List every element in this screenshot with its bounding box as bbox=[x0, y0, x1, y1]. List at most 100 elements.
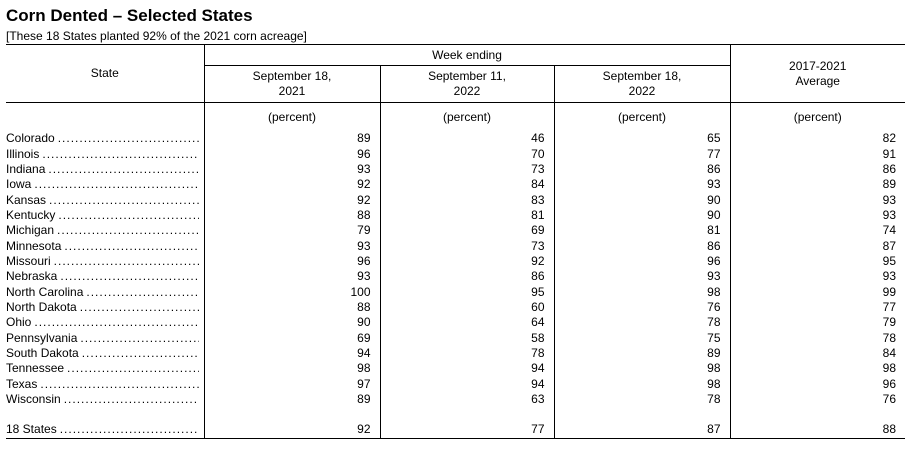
table-row: North Dakota............................… bbox=[6, 299, 905, 316]
unit-cell-blank bbox=[6, 103, 204, 132]
state-cell: South Dakota............................… bbox=[6, 345, 204, 361]
table-row: Pennsylvania............................… bbox=[6, 330, 905, 346]
state-cell: Illinois................................… bbox=[6, 146, 204, 162]
dot-leader: ........................................… bbox=[86, 284, 199, 299]
spacer-cell bbox=[729, 407, 905, 422]
dot-leader: ........................................… bbox=[42, 146, 199, 161]
value-cell: 70 bbox=[379, 146, 554, 162]
state-name: Indiana bbox=[6, 161, 49, 177]
state-cell: Missouri................................… bbox=[6, 253, 204, 269]
value-cell: 73 bbox=[379, 161, 554, 178]
table-row: Kentucky................................… bbox=[6, 207, 905, 224]
value-cell: 82 bbox=[729, 131, 905, 147]
value-cell: 88 bbox=[203, 207, 380, 224]
table-body: (percent) (percent) (percent) (percent) … bbox=[6, 102, 905, 440]
value-cell: 93 bbox=[203, 238, 380, 254]
state-leader: Colorado................................… bbox=[6, 131, 199, 147]
value-cell: 86 bbox=[729, 161, 905, 178]
state-leader: North Carolina..........................… bbox=[6, 284, 199, 300]
week-ending-header: Week ending bbox=[203, 44, 730, 66]
spacer-cell bbox=[379, 407, 554, 422]
value-cell: 90 bbox=[203, 315, 380, 331]
dot-leader: ........................................… bbox=[57, 223, 199, 238]
value-cell: 92 bbox=[379, 253, 554, 270]
value-cell: 64 bbox=[379, 315, 554, 331]
state-name: Colorado bbox=[6, 131, 58, 147]
state-name: North Dakota bbox=[6, 299, 80, 315]
table-row: Nebraska................................… bbox=[6, 269, 905, 285]
value-cell: 74 bbox=[729, 223, 905, 239]
state-name: Missouri bbox=[6, 253, 54, 269]
state-name: Illinois bbox=[6, 146, 43, 162]
dot-leader: ........................................… bbox=[63, 392, 199, 407]
state-leader: Illinois................................… bbox=[6, 146, 199, 162]
value-cell: 81 bbox=[553, 223, 730, 239]
value-cell: 93 bbox=[553, 269, 730, 285]
state-cell: Colorado................................… bbox=[6, 131, 204, 147]
table-row: Minnesota...............................… bbox=[6, 238, 905, 254]
corn-dented-table: State Week ending 2017-2021 Average Sept… bbox=[6, 44, 905, 440]
state-leader: Minnesota...............................… bbox=[6, 238, 199, 254]
dot-leader: ........................................… bbox=[79, 299, 199, 314]
spacer-cell bbox=[6, 407, 204, 421]
state-leader: Pennsylvania............................… bbox=[6, 330, 199, 346]
value-cell: 92 bbox=[203, 177, 380, 193]
value-cell: 87 bbox=[553, 421, 730, 440]
spacer-cell bbox=[553, 407, 730, 422]
state-name: Nebraska bbox=[6, 269, 61, 285]
value-cell: 96 bbox=[203, 253, 380, 270]
unit-cell: (percent) bbox=[553, 102, 730, 131]
value-cell: 99 bbox=[729, 284, 905, 300]
value-cell: 89 bbox=[553, 345, 730, 362]
state-cell: Michigan................................… bbox=[6, 223, 204, 239]
value-cell: 86 bbox=[553, 238, 730, 254]
value-cell: 93 bbox=[729, 269, 905, 285]
value-cell: 98 bbox=[203, 361, 380, 377]
dot-leader: ........................................… bbox=[57, 131, 199, 146]
value-cell: 78 bbox=[553, 315, 730, 331]
state-column-header: State bbox=[6, 44, 204, 103]
state-name: Tennessee bbox=[6, 361, 68, 377]
state-leader: Iowa....................................… bbox=[6, 177, 199, 193]
table-row: Wisconsin...............................… bbox=[6, 391, 905, 408]
value-cell: 94 bbox=[203, 345, 380, 362]
state-name: North Carolina bbox=[6, 284, 87, 300]
value-cell: 77 bbox=[553, 146, 730, 162]
value-cell: 89 bbox=[729, 177, 905, 193]
table-row: Iowa....................................… bbox=[6, 177, 905, 193]
value-cell: 60 bbox=[379, 299, 554, 316]
state-name: Kansas bbox=[6, 192, 50, 208]
table-row: Ohio....................................… bbox=[6, 315, 905, 331]
state-leader: South Dakota............................… bbox=[6, 345, 199, 361]
state-cell: Ohio....................................… bbox=[6, 315, 204, 331]
state-name: Ohio bbox=[6, 315, 35, 331]
value-cell: 96 bbox=[553, 253, 730, 270]
table-row: Illinois................................… bbox=[6, 146, 905, 162]
value-cell: 76 bbox=[729, 391, 905, 408]
state-name: Minnesota bbox=[6, 238, 65, 254]
state-cell: Tennessee...............................… bbox=[6, 361, 204, 377]
value-cell: 93 bbox=[203, 161, 380, 178]
state-cell: Texas...................................… bbox=[6, 376, 204, 392]
state-cell: Kentucky................................… bbox=[6, 207, 204, 223]
value-cell: 97 bbox=[203, 376, 380, 392]
sep18-2021-header-text: September 18, 2021 bbox=[252, 69, 332, 98]
average-header-text: 2017-2021 Average bbox=[789, 58, 847, 88]
state-name: Kentucky bbox=[6, 207, 59, 223]
spacer-row bbox=[6, 407, 905, 422]
state-cell: Kansas..................................… bbox=[6, 192, 204, 208]
value-cell: 79 bbox=[203, 223, 380, 239]
value-cell: 90 bbox=[553, 192, 730, 208]
state-name: Wisconsin bbox=[6, 392, 64, 408]
sep11-2022-header: September 11, 2022 bbox=[379, 65, 554, 103]
state-leader: 18 States...............................… bbox=[6, 422, 199, 438]
state-name: South Dakota bbox=[6, 345, 82, 361]
value-cell: 89 bbox=[203, 131, 380, 147]
value-cell: 89 bbox=[203, 391, 380, 408]
value-cell: 93 bbox=[729, 207, 905, 224]
value-cell: 86 bbox=[553, 161, 730, 178]
dot-leader: ........................................… bbox=[34, 315, 199, 330]
value-cell: 88 bbox=[729, 421, 905, 440]
state-cell: North Carolina..........................… bbox=[6, 284, 204, 300]
